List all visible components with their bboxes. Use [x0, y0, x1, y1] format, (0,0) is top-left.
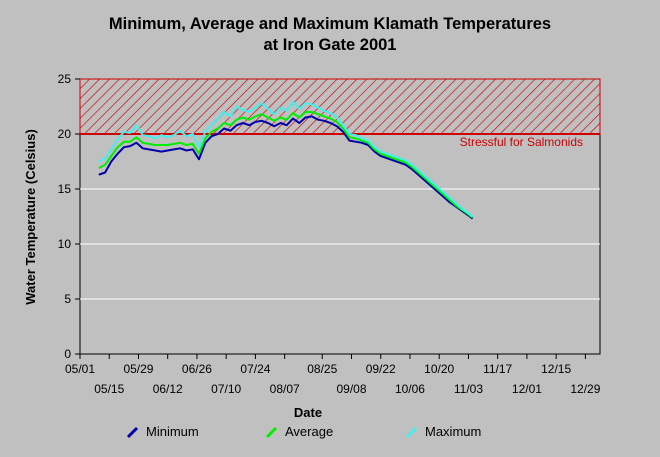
x-tick-label: 09/22: [366, 362, 396, 376]
y-tick-label: 10: [58, 237, 72, 251]
x-tick-label: 12/15: [541, 362, 571, 376]
y-tick-label: 25: [58, 72, 72, 86]
legend-swatch-average: [265, 426, 278, 438]
legend: Minimum Average Maximum: [0, 424, 660, 444]
y-tick-label: 15: [58, 182, 72, 196]
chart-title: Minimum, Average and Maximum Klamath Tem…: [0, 14, 660, 56]
y-axis-label: Water Temperature (Celsius): [23, 129, 38, 305]
legend-label-maximum: Maximum: [425, 424, 482, 439]
x-tick-label: 09/08: [336, 382, 366, 396]
x-tick-label: 06/12: [153, 382, 183, 396]
x-tick-label: 11/03: [454, 382, 483, 396]
legend-item-maximum: Maximum: [405, 424, 481, 439]
x-tick-label: 06/26: [182, 362, 212, 376]
y-tick-label: 0: [64, 347, 71, 361]
series-line-maximum: [98, 101, 474, 218]
x-tick-label: 10/20: [424, 362, 454, 376]
legend-swatch-minimum: [126, 426, 139, 438]
x-tick-label: 10/06: [395, 382, 425, 396]
x-tick-label: 07/10: [211, 382, 241, 396]
legend-label-average: Average: [285, 424, 334, 439]
x-tick-label: 05/29: [123, 362, 153, 376]
legend-label-minimum: Minimum: [146, 424, 199, 439]
chart-title-line1: Minimum, Average and Maximum Klamath Tem…: [108, 15, 552, 33]
line-chart: 0 5 10 15 20 25 05/01 05/29 06/26 07/24 08/25 09/22…: [23, 72, 601, 420]
x-tick-label: 08/25: [307, 362, 337, 376]
x-tick-label: 05/01: [65, 362, 95, 376]
x-tick-label: 12/29: [570, 382, 600, 396]
legend-item-minimum: Minimum: [126, 424, 199, 439]
chart-title-line2: at Iron Gate 2001: [263, 36, 397, 54]
threshold-label: Stressful for Salmonids: [460, 135, 583, 149]
x-tick-label: 12/01: [512, 382, 542, 396]
series-line-average: [98, 111, 474, 219]
y-tick-label: 5: [64, 292, 71, 306]
series-line-minimum: [98, 115, 474, 220]
y-tick-label: 20: [58, 127, 72, 141]
x-tick-label: 07/24: [240, 362, 270, 376]
x-axis-label: Date: [294, 405, 322, 420]
x-tick-label: 08/07: [270, 382, 300, 396]
x-tick-label: 05/15: [94, 382, 124, 396]
x-tick-label: 11/17: [483, 362, 512, 376]
legend-item-average: Average: [265, 424, 333, 439]
legend-swatch-maximum: [405, 426, 418, 438]
